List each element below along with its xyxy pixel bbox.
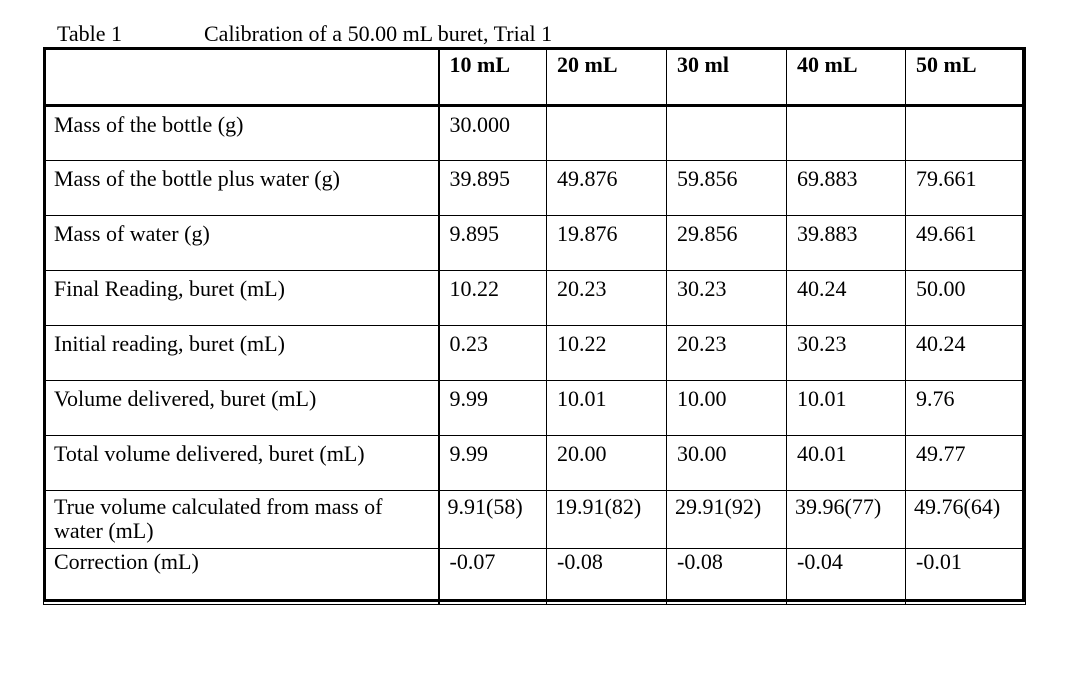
header-row: 10 mL 20 mL 30 ml 40 mL 50 mL: [43, 47, 1026, 107]
row-label: Final Reading, buret (mL): [43, 270, 440, 326]
row-label: Mass of the bottle plus water (g): [43, 160, 440, 216]
table-row-true-volume: True volume calculated from mass of wate…: [43, 490, 1026, 549]
table-cell: 29.856: [666, 215, 787, 271]
table-cell: 9.76: [905, 380, 1026, 436]
table-cell: 69.883: [786, 160, 906, 216]
header-cell-20ml: 20 mL: [546, 47, 667, 107]
table-cell: 39.96(77): [786, 490, 906, 549]
table-cell: 30.23: [786, 325, 906, 381]
table-cell: -0.01: [905, 548, 1026, 605]
row-label: Correction (mL): [43, 548, 440, 605]
row-label: Initial reading, buret (mL): [43, 325, 440, 381]
header-cell-10ml: 10 mL: [438, 47, 547, 107]
row-label: Mass of the bottle (g): [43, 105, 440, 161]
table-cell: 50.00: [905, 270, 1026, 326]
table-cell: 59.856: [666, 160, 787, 216]
table-cell: 9.99: [438, 380, 547, 436]
calibration-table: 10 mL 20 mL 30 ml 40 mL 50 mL Mass of th…: [43, 47, 1026, 605]
table-cell: [666, 105, 787, 161]
table-cell: 20.23: [666, 325, 787, 381]
table-cell: 10.00: [666, 380, 787, 436]
table-cell: 79.661: [905, 160, 1026, 216]
row-label: Total volume delivered, buret (mL): [43, 435, 440, 491]
table-row-initial-reading: Initial reading, buret (mL) 0.23 10.22 2…: [43, 325, 1026, 381]
table-cell: [786, 105, 906, 161]
table-cell: 40.24: [786, 270, 906, 326]
table-row-final-reading: Final Reading, buret (mL) 10.22 20.23 30…: [43, 270, 1026, 326]
table-row-correction: Correction (mL) -0.07 -0.08 -0.08 -0.04 …: [43, 548, 1026, 605]
table-cell: [905, 105, 1026, 161]
table-cell: 30.000: [438, 105, 547, 161]
table-cell: 49.76(64): [905, 490, 1026, 549]
table-cell: 30.23: [666, 270, 787, 326]
row-label: True volume calculated from mass of wate…: [43, 490, 440, 549]
table-cell: 49.77: [905, 435, 1026, 491]
table-cell: 9.895: [438, 215, 547, 271]
table-cell: 49.661: [905, 215, 1026, 271]
table-row-mass-bottle: Mass of the bottle (g) 30.000: [43, 105, 1026, 161]
table-cell: 10.22: [438, 270, 547, 326]
table-cell: 0.23: [438, 325, 547, 381]
table-row-volume-delivered: Volume delivered, buret (mL) 9.99 10.01 …: [43, 380, 1026, 436]
table-cell: 39.895: [438, 160, 547, 216]
table-cell: 29.91(92): [666, 490, 787, 549]
table-cell: -0.08: [546, 548, 667, 605]
table-row-total-volume: Total volume delivered, buret (mL) 9.99 …: [43, 435, 1026, 491]
table-cell: -0.08: [666, 548, 787, 605]
table-cell: 9.99: [438, 435, 547, 491]
table-cell: 19.876: [546, 215, 667, 271]
row-label: Volume delivered, buret (mL): [43, 380, 440, 436]
table-cell: -0.07: [438, 548, 547, 605]
row-label: Mass of water (g): [43, 215, 440, 271]
table-cell: 40.24: [905, 325, 1026, 381]
table-cell: 30.00: [666, 435, 787, 491]
table-cell: 20.23: [546, 270, 667, 326]
table-caption: Table 1 Calibration of a 50.00 mL buret,…: [57, 20, 657, 48]
header-cell-50ml: 50 mL: [905, 47, 1026, 107]
table-cell: 10.01: [546, 380, 667, 436]
table-cell: 39.883: [786, 215, 906, 271]
table-cell: 10.01: [786, 380, 906, 436]
table-cell: [546, 105, 667, 161]
table-cell: -0.04: [786, 548, 906, 605]
table-row-mass-water: Mass of water (g) 9.895 19.876 29.856 39…: [43, 215, 1026, 271]
table-cell: 9.91(58): [438, 490, 547, 549]
table-cell: 49.876: [546, 160, 667, 216]
table-title: Calibration of a 50.00 mL buret, Trial 1: [204, 21, 553, 46]
table-cell: 10.22: [546, 325, 667, 381]
header-cell-40ml: 40 mL: [786, 47, 906, 107]
header-cell-30ml: 30 ml: [666, 47, 787, 107]
table-number: Table 1: [57, 21, 123, 46]
table-cell: 20.00: [546, 435, 667, 491]
table-cell: 19.91(82): [546, 490, 667, 549]
table-cell: 40.01: [786, 435, 906, 491]
table-row-mass-bottle-water: Mass of the bottle plus water (g) 39.895…: [43, 160, 1026, 216]
header-cell-blank: [43, 47, 440, 107]
